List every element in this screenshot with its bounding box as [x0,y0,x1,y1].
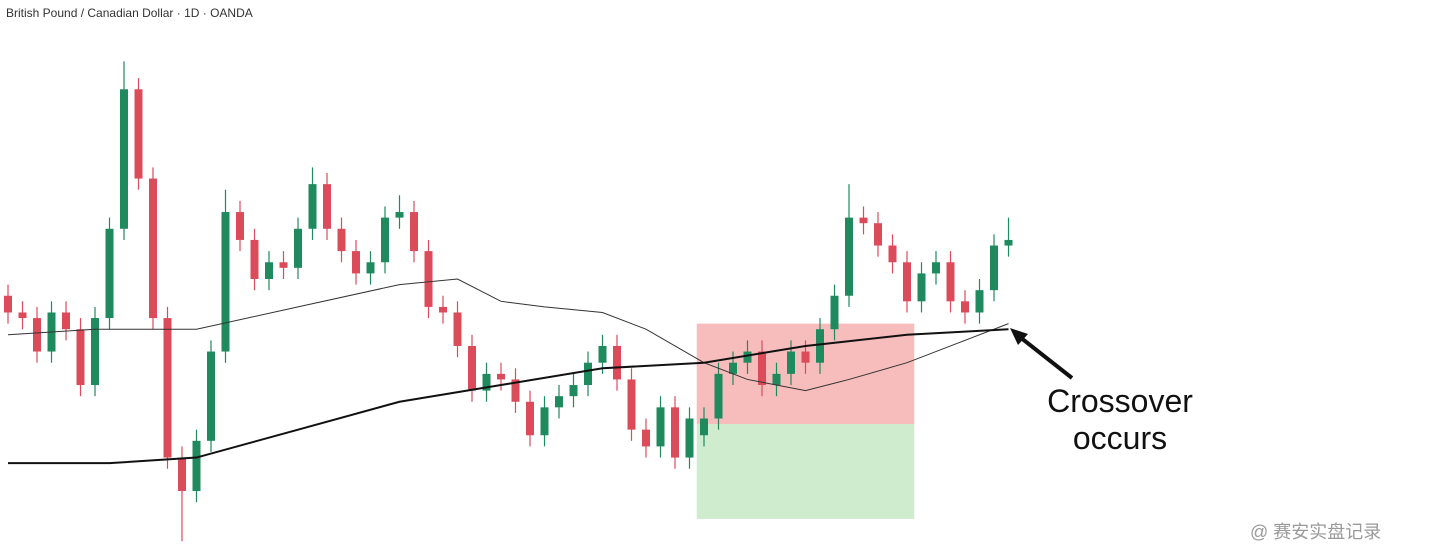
candle-body [656,407,665,447]
candle-body [424,251,433,307]
candle-body [250,239,259,279]
candle-body [874,223,882,246]
candle-body [18,312,27,319]
candle-body [482,373,491,391]
candle-body [642,429,650,447]
candle-body [149,178,157,319]
candle-body [743,351,752,363]
candle-body [990,245,998,291]
candle-body [62,312,70,330]
candle-body [932,262,940,274]
annotation: Crossover occurs [1047,383,1193,456]
moving-average [7,278,1009,392]
candle-body [830,295,839,330]
candle-body [816,329,824,363]
candle-body [714,373,723,419]
candle-body [236,212,244,240]
annotation-arrowhead [1010,328,1028,345]
candle-body [772,373,781,386]
candle-body [859,217,868,224]
candle-body [308,184,317,229]
candle-body [540,407,549,436]
candle-body [511,379,520,402]
candle-body [555,396,563,408]
candle-body [265,262,273,279]
candle-body [207,351,215,441]
candle-body [584,362,592,386]
candle-body [163,318,172,458]
chart-title: British Pound / Canadian Dollar · 1D · O… [6,6,253,20]
candle-body [439,306,447,313]
candle-body [366,262,375,274]
candle-body [4,295,12,313]
candle-body [410,212,418,252]
candle-body [961,301,969,313]
candle-body [888,245,897,263]
candle-body [294,228,302,268]
candle-body [845,217,853,296]
candle-body [33,318,41,352]
candle-body [685,418,694,458]
candle-body [192,440,201,492]
candle-body [700,418,708,436]
candle-body [758,351,766,386]
moving-average [8,328,1009,465]
candle-body [671,407,679,458]
candle-body [627,379,636,430]
annotation-arrow [1014,332,1074,380]
candle-body [134,89,143,179]
profit-zone [696,424,915,519]
candle-body [323,184,331,229]
candle-body [352,251,360,274]
candle-body [613,345,621,380]
candle-body [975,290,984,313]
candle-body [526,401,534,436]
candle-body [279,262,288,268]
candle-body [337,228,346,252]
candle-body [801,351,810,363]
candle-body [381,217,389,263]
candle-body [729,362,737,374]
candle-body [468,345,476,391]
candle-body [903,262,911,302]
candle-body [395,212,404,218]
candle-body [120,89,128,229]
watermark: @ 赛安实盘记录 [1250,522,1381,542]
candle-body [178,457,186,492]
candle-body [946,262,955,302]
candle-body [497,373,505,380]
candle-body [453,312,462,346]
candle-body [221,212,230,352]
candle-body [1004,239,1013,246]
candle-body [105,228,114,319]
candle-body [569,385,578,397]
candle-body [917,273,926,302]
candle-body [91,318,99,386]
candle-body [598,345,607,363]
candle-body [787,351,795,374]
candle-body [76,329,85,386]
